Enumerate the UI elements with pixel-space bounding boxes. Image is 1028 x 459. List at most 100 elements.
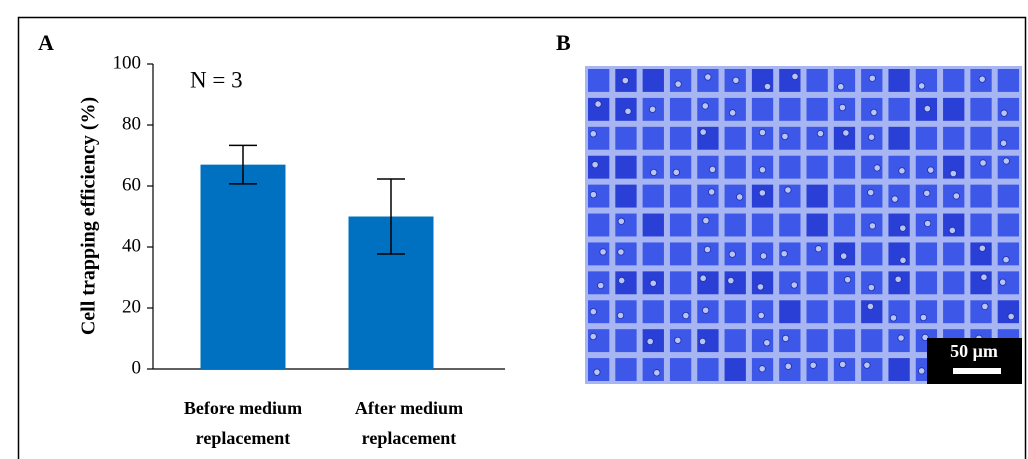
trap-well — [997, 69, 1019, 92]
trap-well — [697, 329, 719, 353]
cell — [1000, 109, 1008, 117]
cell — [791, 72, 799, 81]
trap-well — [970, 155, 992, 179]
trap-well — [861, 271, 883, 295]
cell — [918, 367, 926, 375]
trap-well — [861, 97, 883, 121]
cell — [650, 168, 658, 177]
trap-well — [615, 271, 637, 295]
trap-well — [588, 329, 610, 353]
cell — [780, 250, 788, 258]
trap-well — [915, 126, 938, 150]
trap-well — [779, 271, 801, 295]
cell — [758, 189, 766, 197]
cell — [674, 80, 682, 88]
trap-well — [751, 300, 774, 324]
cell — [618, 276, 626, 285]
cell — [617, 248, 625, 256]
cell — [894, 275, 902, 283]
cell — [732, 76, 740, 84]
trap-well — [888, 184, 910, 208]
trap-well — [724, 358, 746, 381]
x-tick-label: Before medium replacement — [183, 398, 303, 448]
cell — [873, 164, 881, 172]
cell — [866, 302, 875, 311]
trap-well — [779, 126, 801, 150]
trap-well — [615, 213, 637, 237]
cell — [782, 334, 790, 342]
cell — [923, 189, 931, 197]
trap-well — [806, 300, 828, 324]
trap-well — [642, 358, 664, 381]
cell — [870, 108, 878, 117]
trap-well — [997, 97, 1019, 121]
trap-well — [833, 329, 856, 353]
trap-well — [997, 271, 1019, 295]
cell — [672, 168, 680, 176]
trap-well — [888, 242, 910, 266]
cell — [863, 361, 871, 369]
trap-well — [943, 271, 965, 295]
trap-well — [615, 300, 637, 324]
trap-well — [970, 271, 992, 295]
trap-well — [724, 184, 746, 208]
trap-well — [943, 97, 965, 121]
cell — [1002, 256, 1010, 264]
trap-well — [806, 329, 828, 353]
trap-well — [642, 184, 664, 208]
trap-well — [588, 69, 610, 92]
trap-well — [970, 213, 992, 237]
cell — [589, 332, 597, 341]
x-tick-label: After medium replacement — [354, 398, 464, 448]
trap-well — [588, 213, 610, 237]
cell — [653, 369, 661, 377]
cell — [868, 222, 877, 230]
cell — [919, 313, 928, 322]
cell — [597, 281, 605, 290]
cell — [867, 188, 875, 197]
trap-well — [724, 213, 746, 237]
cell — [759, 252, 768, 260]
trap-well — [943, 242, 965, 266]
cell — [978, 75, 986, 83]
cell — [867, 283, 875, 292]
scale-bar-label: 50 μm — [950, 341, 998, 361]
cell — [978, 244, 986, 252]
trap-well — [833, 300, 856, 324]
cell — [674, 336, 682, 344]
trap-well — [943, 213, 965, 237]
trap-well — [943, 155, 965, 179]
trap-well — [915, 271, 938, 295]
trap-well — [669, 184, 692, 208]
trap-well — [642, 213, 664, 237]
cell — [699, 128, 707, 136]
trap-well — [588, 155, 610, 179]
cell — [589, 130, 597, 138]
trap-well — [751, 271, 774, 295]
cell — [948, 226, 956, 235]
panel-label: A — [38, 30, 54, 55]
trap-well — [943, 69, 965, 92]
cell — [589, 308, 597, 316]
trap-well — [779, 329, 801, 353]
cell — [702, 306, 710, 314]
trap-well — [915, 155, 938, 179]
cell — [702, 217, 710, 225]
trap-well — [615, 358, 637, 381]
cell — [763, 82, 772, 91]
trap-well — [779, 97, 801, 121]
y-axis-label: Cell trapping efficiency (%) — [78, 97, 100, 335]
trap-well — [779, 242, 801, 266]
cell — [999, 139, 1008, 147]
trap-well — [669, 242, 692, 266]
trap-well — [588, 184, 610, 208]
trap-well — [861, 242, 883, 266]
trap-well — [724, 97, 746, 121]
trap-well — [724, 271, 746, 295]
trap-well — [888, 126, 910, 150]
cell — [918, 82, 926, 90]
cell — [599, 248, 607, 256]
cell — [980, 273, 988, 281]
trap-well — [833, 69, 856, 92]
